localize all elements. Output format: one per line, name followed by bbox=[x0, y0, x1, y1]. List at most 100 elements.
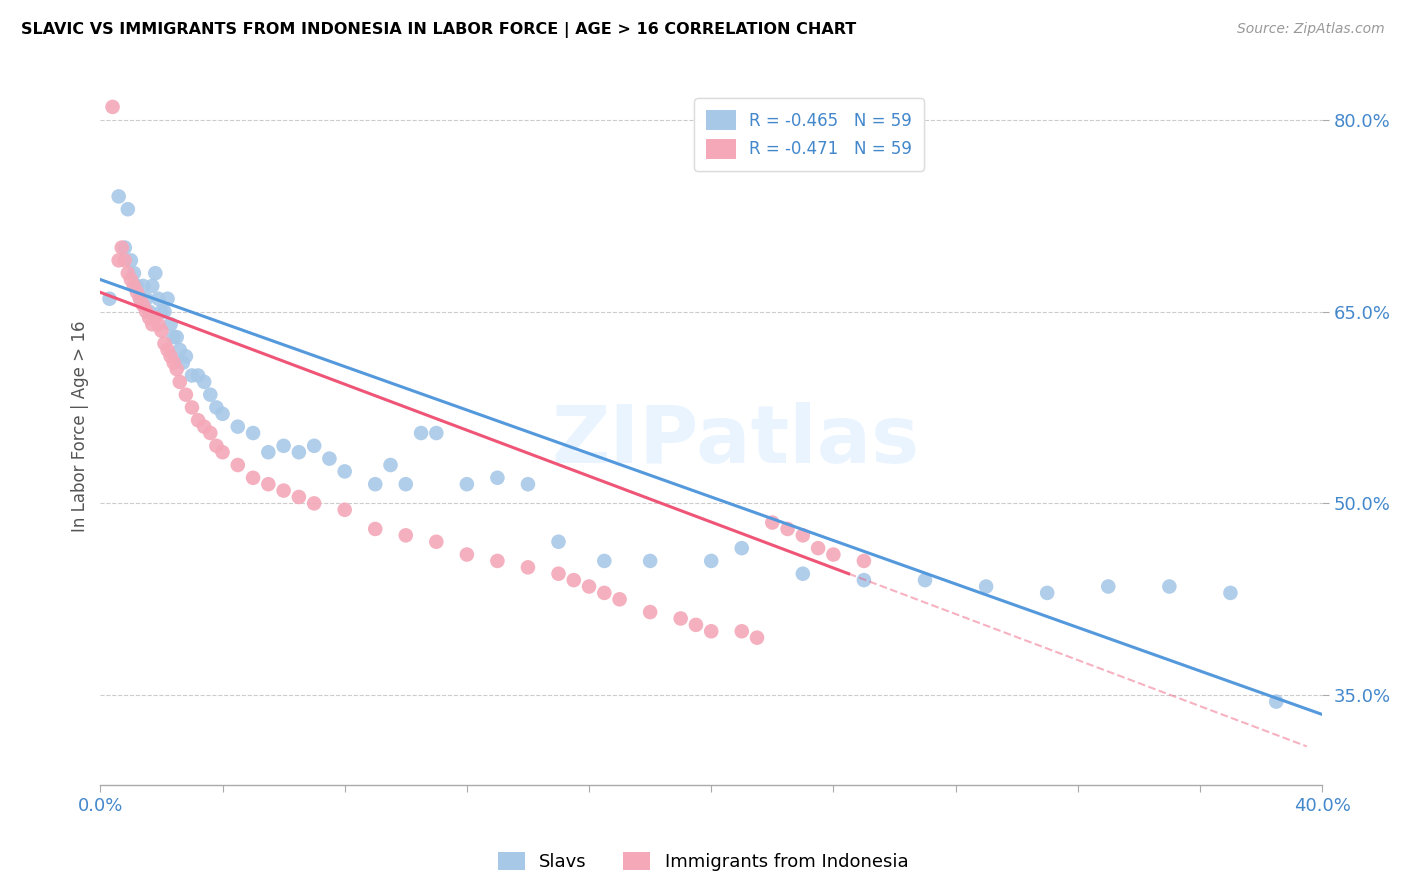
Point bbox=[117, 266, 139, 280]
Point bbox=[125, 285, 148, 300]
Point bbox=[205, 439, 228, 453]
Point bbox=[187, 368, 209, 383]
Point bbox=[486, 554, 509, 568]
Point bbox=[107, 253, 129, 268]
Point bbox=[700, 624, 723, 639]
Point bbox=[1036, 586, 1059, 600]
Point bbox=[685, 618, 707, 632]
Point bbox=[273, 483, 295, 498]
Point bbox=[181, 368, 204, 383]
Point bbox=[974, 580, 997, 594]
Point bbox=[150, 324, 173, 338]
Point bbox=[163, 330, 186, 344]
Point bbox=[745, 631, 768, 645]
Point bbox=[98, 292, 121, 306]
Point bbox=[638, 554, 661, 568]
Point bbox=[318, 451, 340, 466]
Point bbox=[486, 471, 509, 485]
Point bbox=[364, 477, 387, 491]
Point bbox=[122, 279, 145, 293]
Point bbox=[205, 401, 228, 415]
Point bbox=[516, 477, 538, 491]
Point bbox=[107, 189, 129, 203]
Point bbox=[163, 356, 186, 370]
Point bbox=[166, 330, 188, 344]
Point bbox=[792, 528, 814, 542]
Point bbox=[547, 566, 569, 581]
Point bbox=[257, 445, 280, 459]
Point bbox=[153, 304, 176, 318]
Point bbox=[288, 490, 311, 504]
Point bbox=[333, 464, 356, 478]
Point bbox=[516, 560, 538, 574]
Point bbox=[120, 253, 142, 268]
Point bbox=[138, 304, 160, 318]
Point bbox=[852, 554, 875, 568]
Point bbox=[1097, 580, 1119, 594]
Point bbox=[111, 241, 134, 255]
Point bbox=[288, 445, 311, 459]
Point bbox=[200, 425, 222, 440]
Y-axis label: In Labor Force | Age > 16: In Labor Force | Age > 16 bbox=[72, 321, 89, 533]
Point bbox=[172, 356, 194, 370]
Point bbox=[578, 580, 600, 594]
Text: ZIPatlas: ZIPatlas bbox=[551, 402, 920, 480]
Point bbox=[792, 566, 814, 581]
Point bbox=[226, 458, 249, 472]
Point bbox=[129, 292, 152, 306]
Point bbox=[174, 387, 197, 401]
Point bbox=[1159, 580, 1181, 594]
Point bbox=[1265, 695, 1288, 709]
Point bbox=[169, 375, 191, 389]
Point bbox=[456, 548, 478, 562]
Point bbox=[135, 292, 157, 306]
Point bbox=[593, 554, 616, 568]
Point bbox=[638, 605, 661, 619]
Point bbox=[141, 279, 163, 293]
Point bbox=[143, 266, 166, 280]
Point bbox=[242, 471, 264, 485]
Point bbox=[1219, 586, 1241, 600]
Point bbox=[731, 624, 754, 639]
Point bbox=[141, 318, 163, 332]
Point bbox=[150, 304, 173, 318]
Point bbox=[761, 516, 783, 530]
Point bbox=[823, 548, 845, 562]
Point bbox=[364, 522, 387, 536]
Point bbox=[700, 554, 723, 568]
Point bbox=[593, 586, 616, 600]
Point bbox=[914, 573, 936, 587]
Point bbox=[135, 304, 157, 318]
Point bbox=[395, 528, 418, 542]
Text: Source: ZipAtlas.com: Source: ZipAtlas.com bbox=[1237, 22, 1385, 37]
Point bbox=[166, 362, 188, 376]
Legend: R = -0.465   N = 59, R = -0.471   N = 59: R = -0.465 N = 59, R = -0.471 N = 59 bbox=[695, 98, 924, 170]
Point bbox=[273, 439, 295, 453]
Text: SLAVIC VS IMMIGRANTS FROM INDONESIA IN LABOR FORCE | AGE > 16 CORRELATION CHART: SLAVIC VS IMMIGRANTS FROM INDONESIA IN L… bbox=[21, 22, 856, 38]
Point bbox=[143, 310, 166, 325]
Point bbox=[174, 349, 197, 363]
Point bbox=[125, 279, 148, 293]
Point bbox=[425, 534, 447, 549]
Point bbox=[211, 407, 233, 421]
Point bbox=[132, 298, 155, 312]
Legend: Slavs, Immigrants from Indonesia: Slavs, Immigrants from Indonesia bbox=[491, 845, 915, 879]
Point bbox=[181, 401, 204, 415]
Point bbox=[333, 502, 356, 516]
Point bbox=[156, 292, 179, 306]
Point bbox=[302, 496, 325, 510]
Point bbox=[114, 241, 136, 255]
Point bbox=[138, 310, 160, 325]
Point bbox=[156, 343, 179, 357]
Point bbox=[731, 541, 754, 556]
Point bbox=[120, 272, 142, 286]
Point bbox=[456, 477, 478, 491]
Point bbox=[132, 279, 155, 293]
Point bbox=[200, 387, 222, 401]
Point bbox=[226, 419, 249, 434]
Point bbox=[129, 292, 152, 306]
Point bbox=[302, 439, 325, 453]
Point bbox=[169, 343, 191, 357]
Point bbox=[117, 202, 139, 217]
Point bbox=[114, 253, 136, 268]
